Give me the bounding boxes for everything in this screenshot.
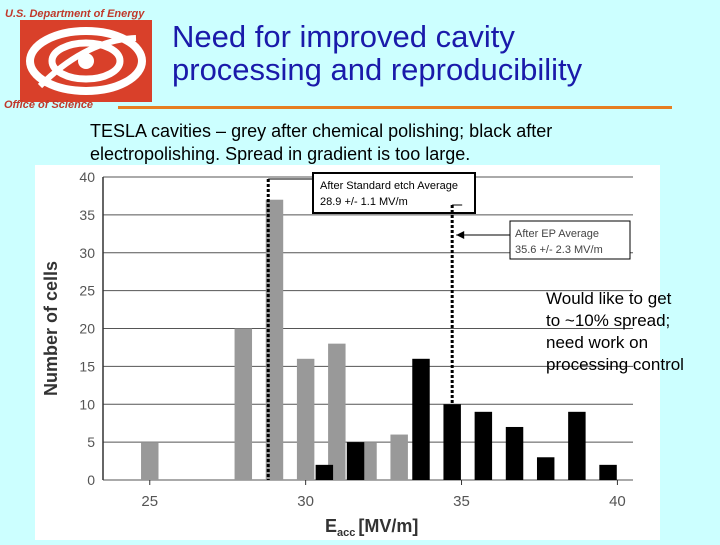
histogram-bar — [315, 464, 334, 480]
doe-label: U.S. Department of Energy — [5, 8, 145, 20]
x-tick-label: 40 — [609, 493, 626, 510]
gradient-histogram: 0 5 10 15 20 25 30 35 40 25 30 35 40 Number of cells E… — [41, 169, 633, 539]
header-rule — [118, 106, 672, 109]
histogram-bar — [474, 411, 493, 480]
histogram-bar — [390, 434, 408, 480]
histogram-bar — [234, 328, 253, 480]
histogram-panel: 0 5 10 15 20 25 30 35 40 25 30 35 40 Number of cells E… — [35, 165, 660, 540]
y-tick-label: 30 — [79, 245, 95, 261]
y-tick-label: 15 — [79, 358, 95, 374]
histogram-bar — [568, 411, 586, 480]
ep-callout-line1: After EP Average — [515, 228, 599, 240]
y-axis-label: Number of cells — [41, 261, 61, 396]
y-tick-label: 20 — [79, 321, 95, 337]
y-tick-label: 0 — [87, 472, 95, 488]
title-line-1: Need for improved cavity — [172, 19, 515, 54]
y-tick-label: 25 — [79, 283, 95, 299]
y-tick-label: 40 — [79, 169, 95, 185]
x-axis-label: Eacc [MV/m] — [325, 516, 418, 539]
x-tick-label: 35 — [453, 493, 470, 510]
doe-logo — [20, 20, 152, 102]
histogram-bar — [536, 457, 555, 480]
slide-subtitle: TESLA cavities – grey after chemical pol… — [90, 120, 552, 166]
subtitle-line-1: TESLA cavities – grey after chemical pol… — [90, 121, 553, 141]
x-tick-label: 30 — [297, 493, 314, 510]
histogram-bar — [346, 442, 365, 480]
slide-title: Need for improved cavity processing and … — [172, 20, 582, 86]
etch-callout-line2: 28.9 +/- 1.1 MV/m — [320, 196, 408, 208]
histogram-bar — [505, 426, 524, 480]
y-tick-label: 10 — [79, 396, 95, 412]
ep-callout-line2: 35.6 +/- 2.3 MV/m — [515, 244, 603, 256]
etch-callout-line1: After Standard etch Average — [320, 180, 458, 192]
ep-callout-box — [509, 220, 631, 260]
office-label: Office of Science — [4, 99, 94, 111]
subtitle-line-2: electropolishing. Spread in gradient is … — [90, 144, 471, 164]
y-tick-label: 35 — [79, 207, 95, 223]
note-text: Would like to get to ~10% spread; need w… — [546, 289, 684, 374]
histogram-bar — [412, 358, 430, 480]
histogram-bar — [296, 358, 315, 480]
y-tick-label: 5 — [87, 434, 95, 450]
x-tick-label: 25 — [141, 493, 158, 510]
etch-callout-box — [312, 172, 476, 214]
histogram-bar — [265, 199, 284, 480]
histogram-bar — [141, 442, 159, 480]
title-line-2: processing and reproducibility — [172, 52, 583, 87]
histogram-bar — [599, 464, 617, 480]
ep-arrow-head — [456, 231, 465, 239]
histogram-bar — [328, 343, 346, 480]
